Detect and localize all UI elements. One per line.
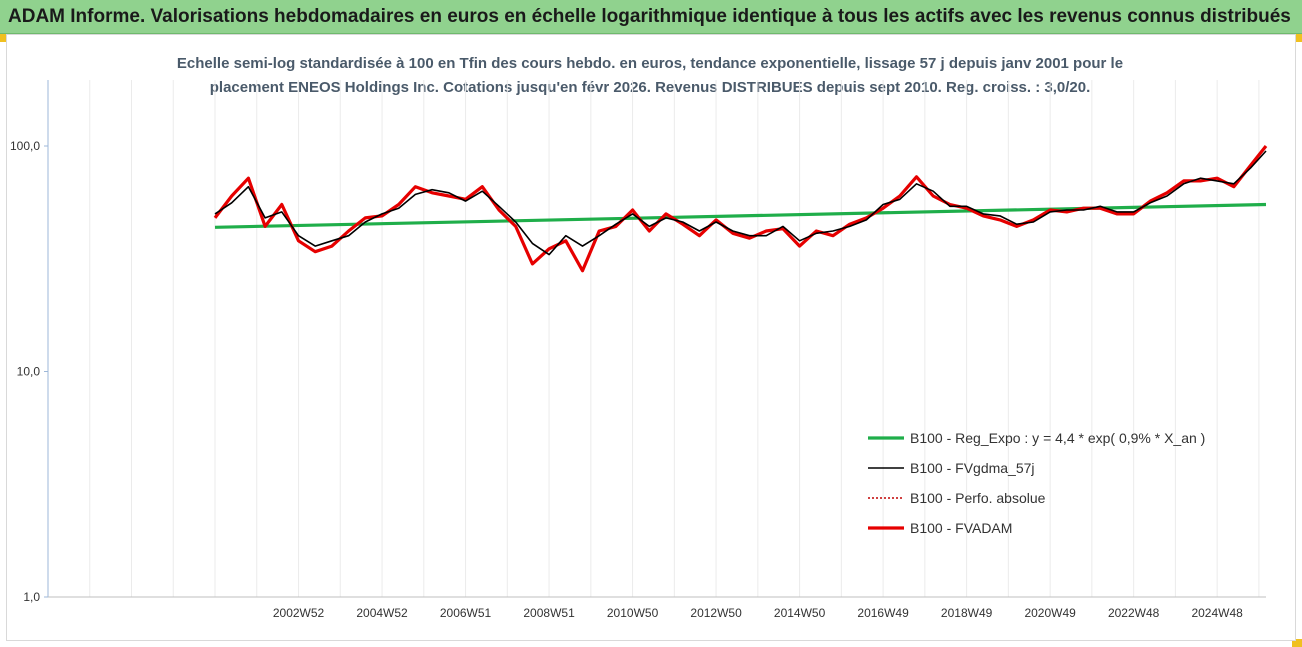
x-tick-label: 2006W51 xyxy=(440,606,492,620)
series-lines xyxy=(213,145,1268,273)
legend-label: B100 - FVADAM xyxy=(910,520,1012,536)
x-tick-label: 2024W48 xyxy=(1191,606,1243,620)
header-banner: ADAM Informe. Valorisations hebdomadaire… xyxy=(0,0,1302,34)
y-tick-label: 100,0 xyxy=(10,139,40,153)
x-tick-label: 2014W50 xyxy=(774,606,826,620)
chart-frame xyxy=(6,34,1296,641)
legend-label: B100 - Perfo. absolue xyxy=(910,490,1046,506)
legend-label: B100 - FVgdma_57j xyxy=(910,460,1035,476)
chart-title-line-2: placement ENEOS Holdings Inc. Cotations … xyxy=(209,79,1091,96)
page-title: ADAM Informe. Valorisations hebdomadaire… xyxy=(8,6,1291,27)
corner-marker-bottom-right xyxy=(1292,639,1302,647)
corner-marker-top-left xyxy=(0,34,10,42)
series-line-1 xyxy=(214,150,1267,256)
x-tick-label: 2012W50 xyxy=(690,606,742,620)
legend-label: B100 - Reg_Expo : y = 4,4 * exp( 0,9% * … xyxy=(910,430,1205,446)
x-tick-label: 2016W49 xyxy=(857,606,909,620)
y-tick-label: 10,0 xyxy=(17,365,41,379)
x-tick-label: 2018W49 xyxy=(941,606,993,620)
legend: B100 - Reg_Expo : y = 4,4 * exp( 0,9% * … xyxy=(868,430,1205,536)
chart-title-line-1: Echelle semi-log standardisée à 100 en T… xyxy=(176,55,1124,72)
vertical-grid xyxy=(47,80,1260,597)
x-tick-label: 2020W49 xyxy=(1024,606,1076,620)
corner-marker-top-right xyxy=(1292,34,1302,42)
x-axis-ticks: 2002W52 2004W52 2006W51 2008W51 2010W50 2012W… xyxy=(273,606,1243,620)
y-axis-ticks: 1,0 10,0 100,0 xyxy=(10,139,48,604)
y-tick-label: 1,0 xyxy=(23,590,40,604)
x-tick-label: 2004W52 xyxy=(356,606,408,620)
x-tick-label: 2010W50 xyxy=(607,606,659,620)
x-tick-label: 2002W52 xyxy=(273,606,325,620)
x-tick-label: 2022W48 xyxy=(1108,606,1160,620)
x-tick-label: 2008W51 xyxy=(523,606,575,620)
